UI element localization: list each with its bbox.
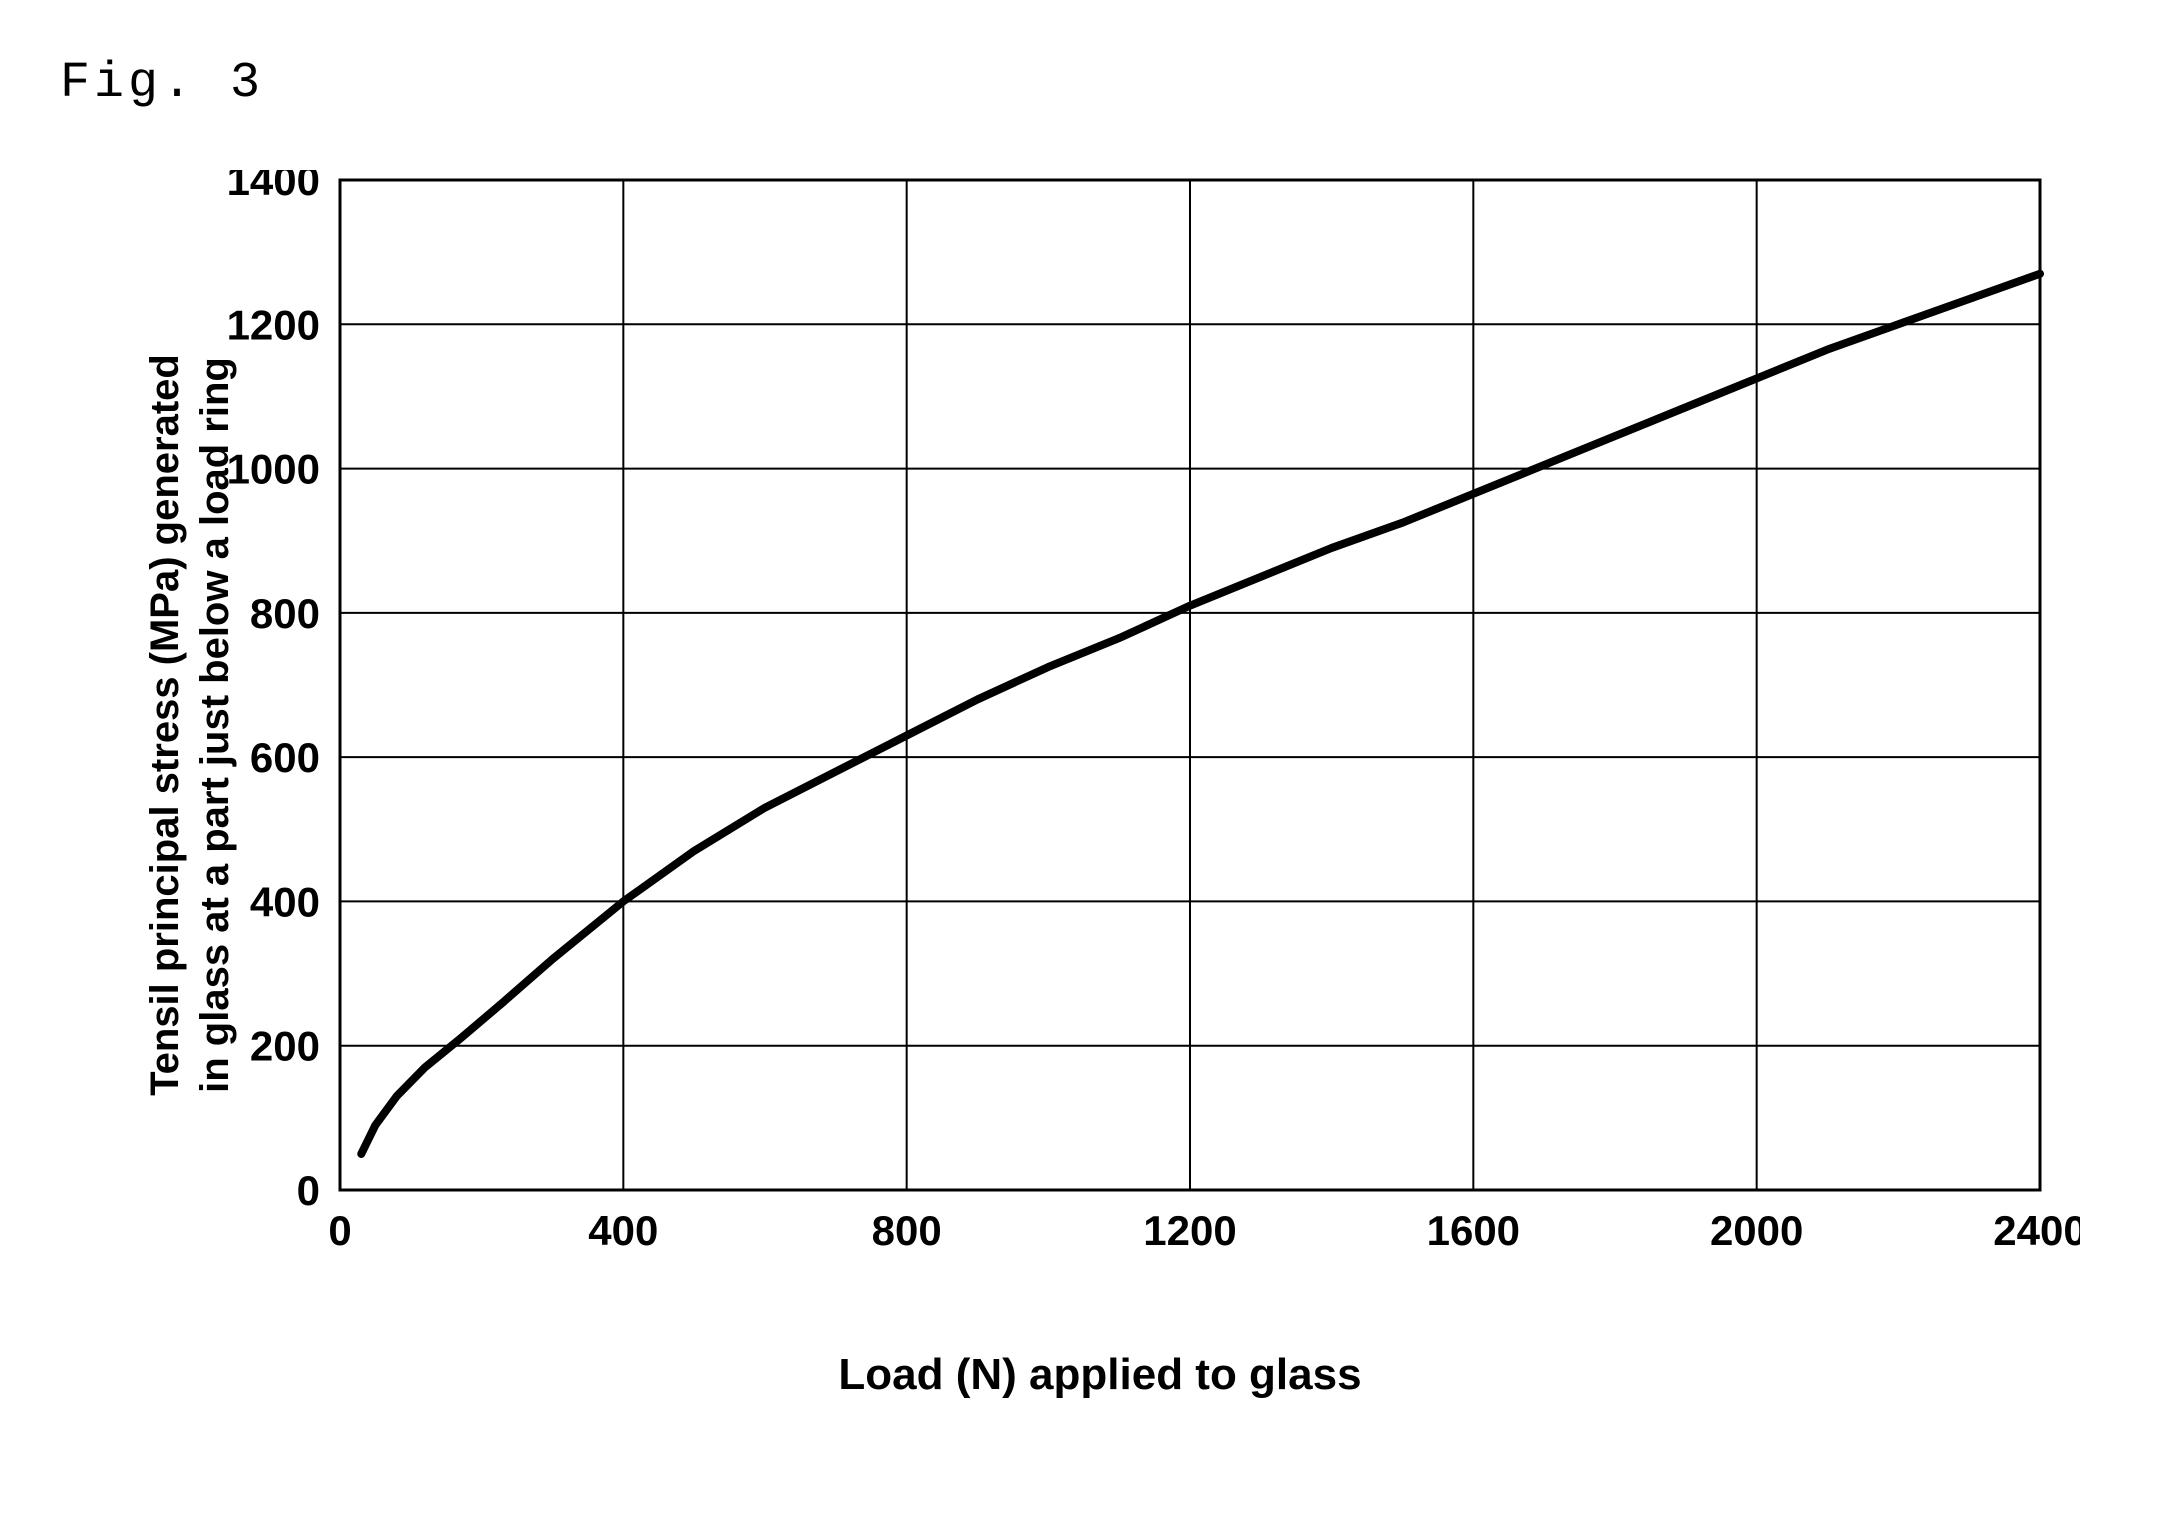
y-tick-label: 200 xyxy=(250,1023,320,1070)
x-tick-label: 0 xyxy=(328,1207,351,1254)
y-axis-label: Tensil principal stress (MPa) generated … xyxy=(140,200,260,1250)
x-tick-label: 1200 xyxy=(1143,1207,1236,1254)
y-axis-label-line1: Tensil principal stress (MPa) generated xyxy=(143,354,187,1096)
x-tick-label: 800 xyxy=(872,1207,942,1254)
y-tick-label: 600 xyxy=(250,734,320,781)
x-tick-label: 2400 xyxy=(1993,1207,2080,1254)
x-tick-label: 1600 xyxy=(1427,1207,1520,1254)
x-axis-label: Load (N) applied to glass xyxy=(120,1350,2080,1400)
y-tick-label: 400 xyxy=(250,878,320,925)
chart-svg: 0400800120016002000240002004006008001000… xyxy=(120,170,2080,1290)
page: Fig. 3 Tensil principal stress (MPa) gen… xyxy=(0,0,2164,1535)
y-tick-label: 0 xyxy=(297,1167,320,1214)
figure-label: Fig. 3 xyxy=(60,55,264,112)
x-tick-label: 2000 xyxy=(1710,1207,1803,1254)
x-tick-label: 400 xyxy=(588,1207,658,1254)
y-axis-label-line2: in glass at a part just below a load rin… xyxy=(193,357,237,1093)
y-tick-label: 800 xyxy=(250,590,320,637)
chart-container: Tensil principal stress (MPa) generated … xyxy=(120,170,2080,1400)
y-tick-label: 1400 xyxy=(227,170,320,204)
